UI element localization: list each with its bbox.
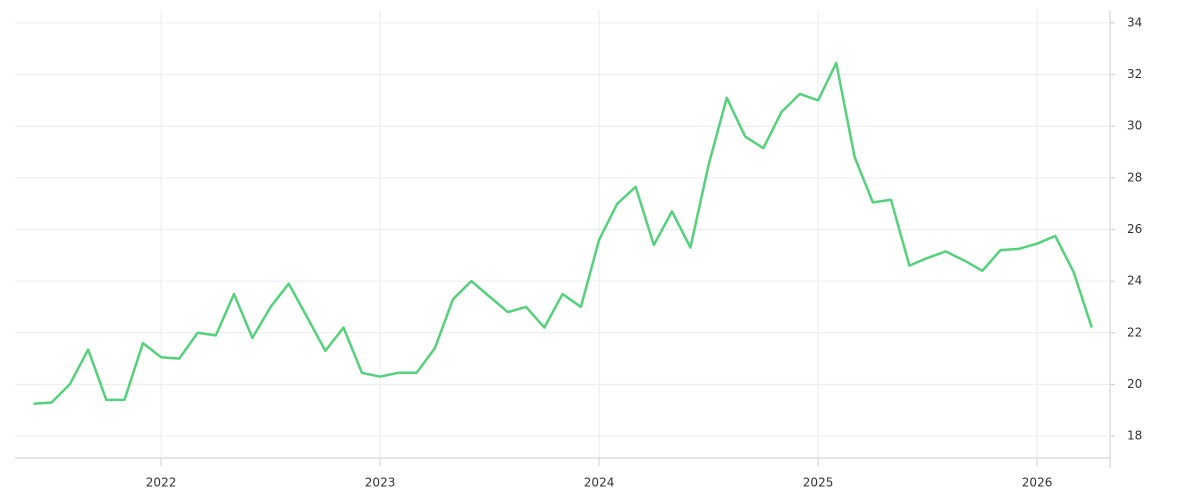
y-tick-label: 30 — [1127, 119, 1142, 133]
x-tick-label: 2026 — [1022, 476, 1053, 490]
y-tick-label: 34 — [1127, 15, 1142, 29]
y-tick-label: 22 — [1127, 325, 1142, 339]
line-series — [33, 61, 1094, 406]
x-tick-label: 2022 — [146, 476, 177, 490]
x-tick-label: 2025 — [803, 476, 834, 490]
y-tick-label: 18 — [1127, 429, 1142, 443]
x-tick-label: 2023 — [365, 476, 396, 490]
x-tick-label: 2024 — [584, 476, 615, 490]
y-tick-label: 20 — [1127, 377, 1142, 391]
y-tick-label: 24 — [1127, 274, 1142, 288]
y-tick-label: 32 — [1127, 67, 1142, 81]
y-tick-label: 28 — [1127, 170, 1142, 184]
y-tick-label: 26 — [1127, 222, 1142, 236]
